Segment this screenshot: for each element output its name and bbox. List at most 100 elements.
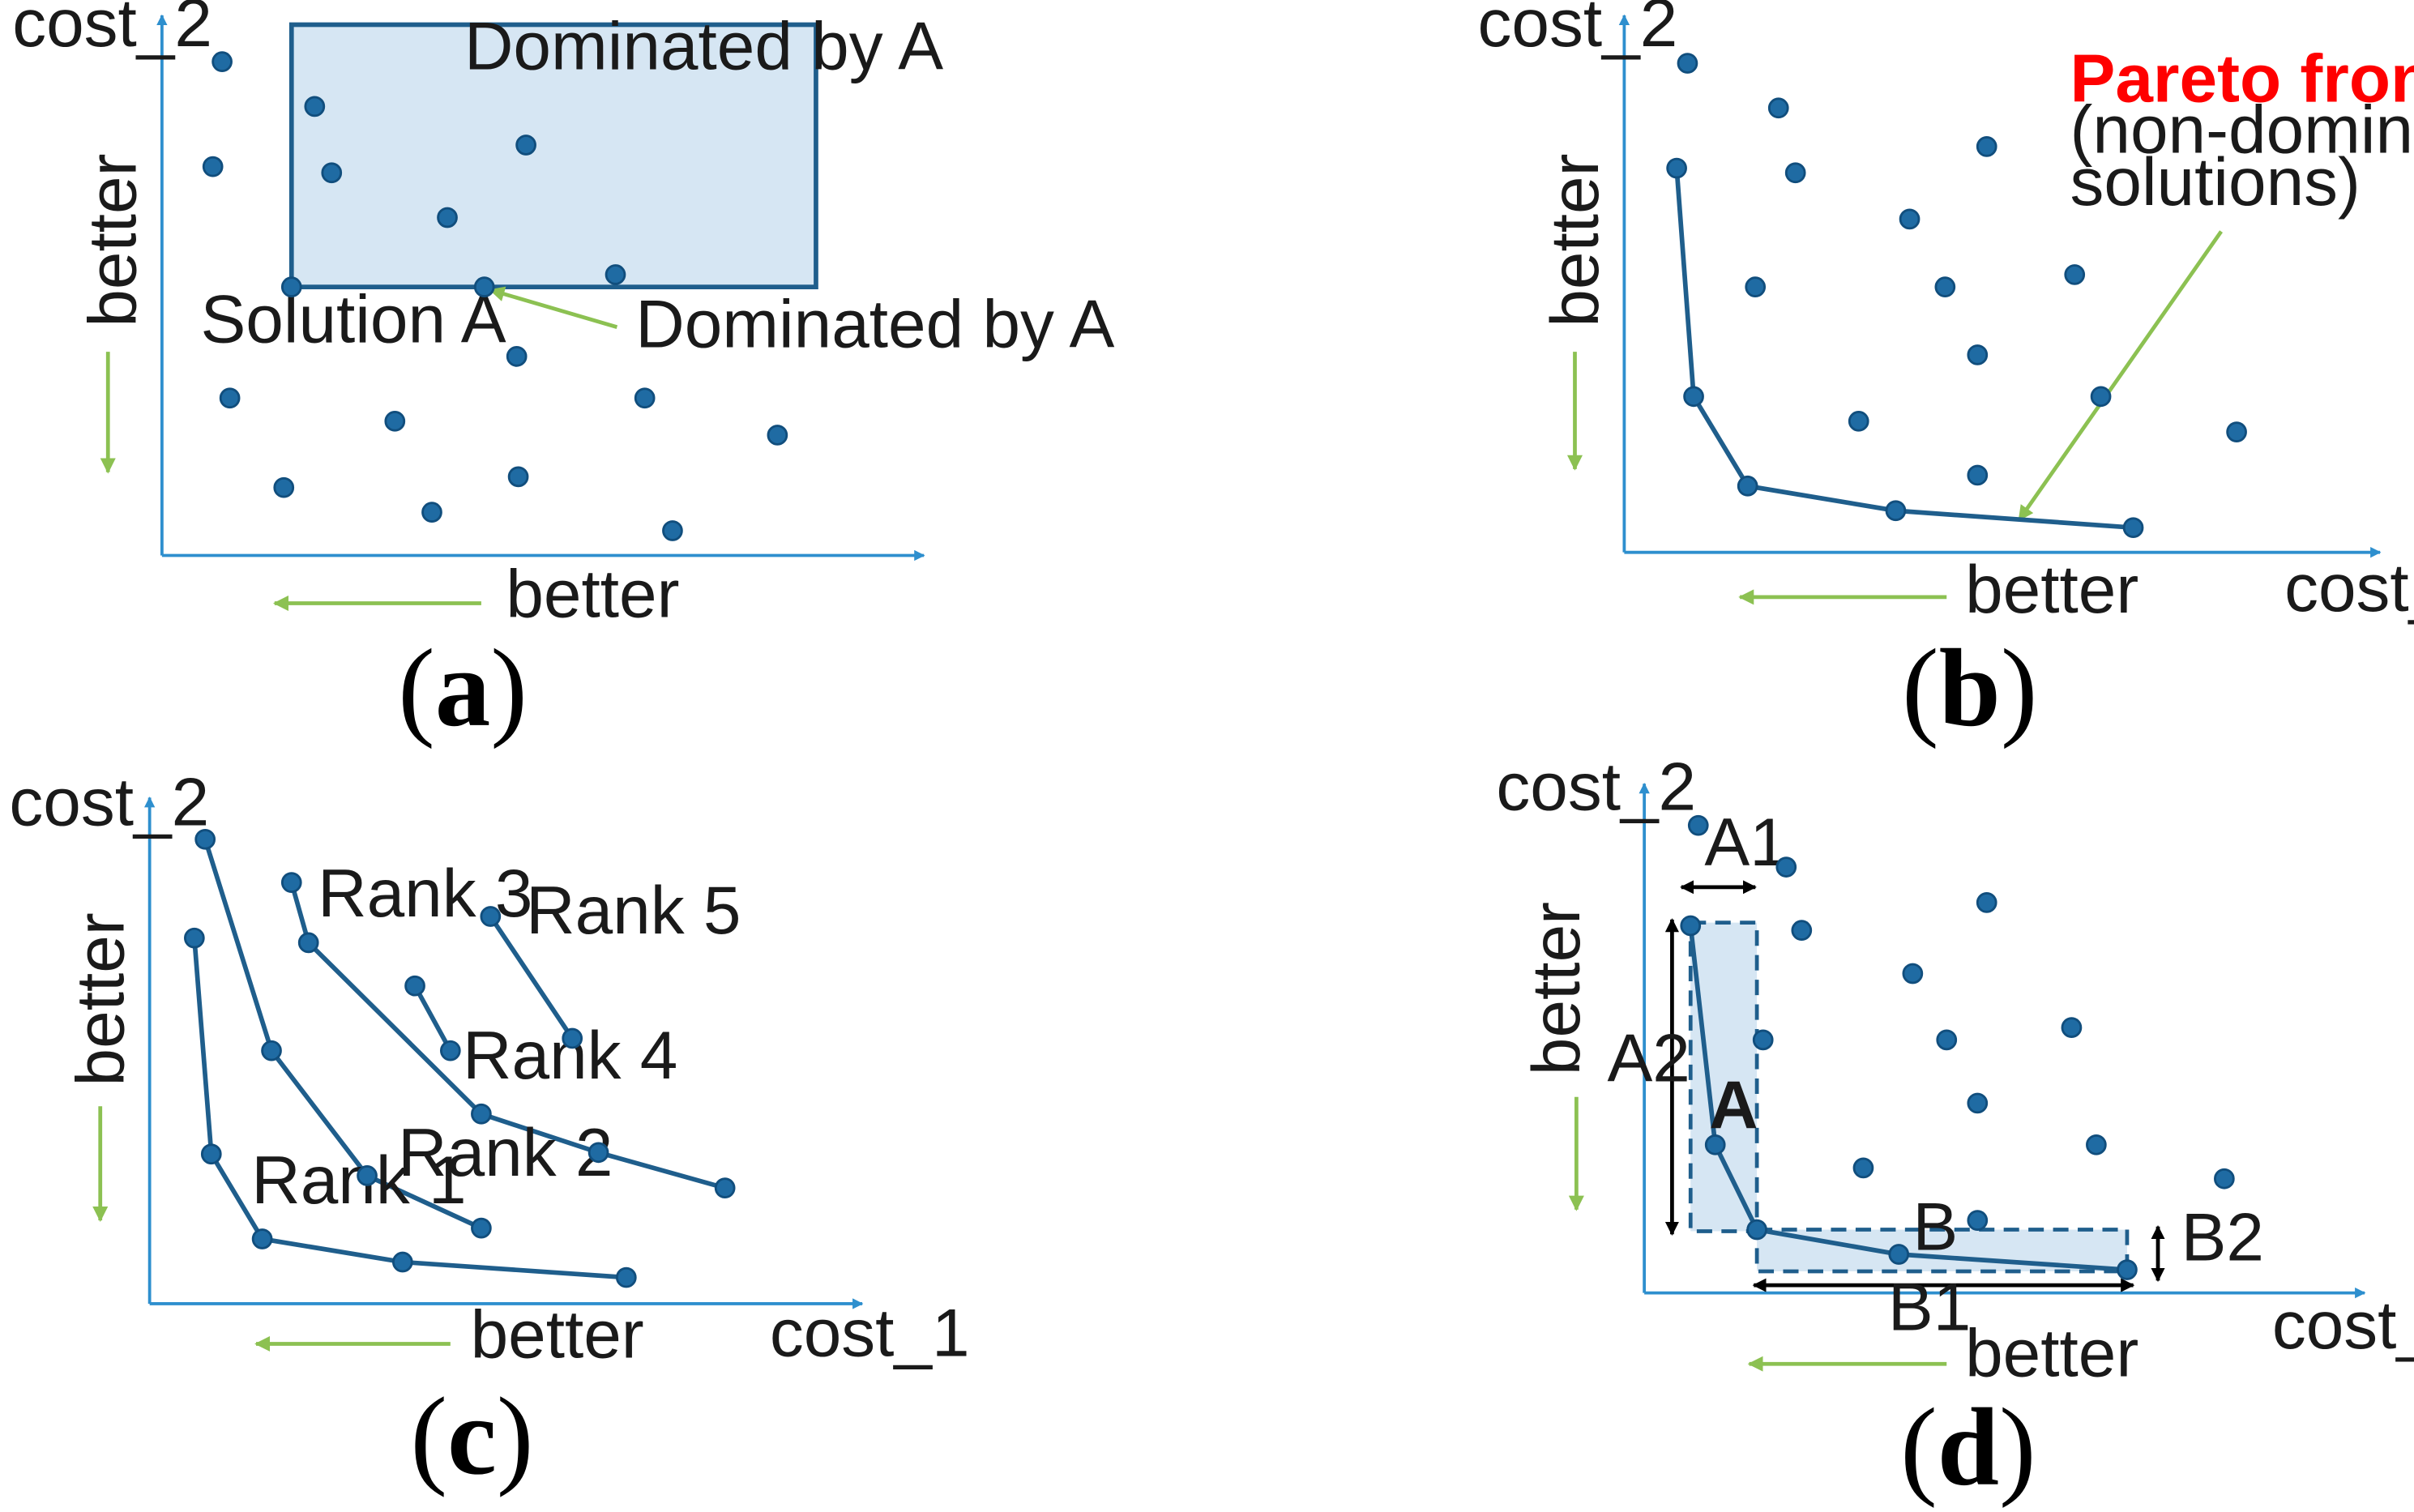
data-point xyxy=(404,975,425,997)
data-point xyxy=(251,1228,273,1249)
data-point xyxy=(1976,892,1997,913)
y-axis-label: cost_2 xyxy=(1478,0,1678,61)
data-point xyxy=(2090,386,2112,408)
data-point xyxy=(1767,97,1789,119)
data-point xyxy=(384,410,406,432)
rank-2-label: Rank 2 xyxy=(398,1114,613,1190)
panel-d: cost_2 cost_1 A1 A2 B1 B2 A B better bet… xyxy=(1496,749,2414,1509)
points xyxy=(1680,814,2235,1280)
dominated-region xyxy=(288,22,818,290)
x-better-label: better xyxy=(506,556,679,632)
solution-b-point xyxy=(1888,1244,1910,1265)
data-point xyxy=(357,1165,378,1186)
y-better-label: better xyxy=(1536,153,1613,327)
data-point xyxy=(1936,1029,1958,1051)
data-point xyxy=(1745,276,1767,298)
data-point xyxy=(1687,814,1709,836)
data-point xyxy=(507,466,529,488)
data-point xyxy=(261,1040,282,1061)
y-better-label: better xyxy=(1518,902,1594,1075)
dim-b1-label: B1 xyxy=(1888,1268,1971,1344)
data-point xyxy=(304,96,326,117)
points xyxy=(1666,53,2247,539)
x-axis-label: cost_1 xyxy=(2272,1287,2414,1363)
data-point xyxy=(1967,464,1989,486)
dim-b2-label: B2 xyxy=(2181,1199,2264,1275)
data-point xyxy=(439,1040,461,1061)
dim-a2-label: A2 xyxy=(1607,1020,1690,1096)
data-point xyxy=(515,135,536,156)
data-point xyxy=(1784,162,1806,184)
data-point xyxy=(615,1266,637,1288)
data-point xyxy=(2061,1017,2083,1038)
rank-4-front xyxy=(412,985,453,1053)
data-point xyxy=(2226,421,2247,442)
data-point xyxy=(321,162,343,184)
dominated-point-label: Dominated by A xyxy=(635,285,1114,361)
caption-b: (b) xyxy=(1902,626,2038,750)
pareto-front-subtitle: solutions) xyxy=(2070,143,2361,220)
data-point xyxy=(437,207,458,229)
data-point xyxy=(1934,276,1956,298)
data-point xyxy=(714,1177,736,1198)
pareto-front-title: Pareto front xyxy=(2070,41,2414,117)
y-axis-label: cost_2 xyxy=(9,764,209,840)
caption-c: (c) xyxy=(410,1374,533,1497)
data-point xyxy=(297,932,319,954)
pareto-point xyxy=(2122,517,2144,539)
data-point xyxy=(1848,410,1869,432)
dim-a1-label: A1 xyxy=(1704,804,1787,880)
point-a-label: A xyxy=(1709,1066,1758,1143)
pareto-point xyxy=(1885,500,1907,522)
y-better-label: better xyxy=(75,153,151,327)
panel-a: cost_2 Dominated by A Solution A Dominat… xyxy=(12,0,1114,750)
region-a xyxy=(1688,920,1759,1233)
pareto-front-subtitle: (non-dominated xyxy=(2070,91,2414,167)
dominated-point xyxy=(473,276,495,298)
rank-2-front xyxy=(203,838,483,1231)
data-point xyxy=(480,906,502,927)
panel-b: cost_2 cost_1 Pareto front (non-dominate… xyxy=(1478,0,2414,750)
data-point xyxy=(200,1143,222,1165)
panel-c: cost_2 cost_1 Rank 1 Rank 2 Rank 3 Rank … xyxy=(9,764,969,1498)
data-point xyxy=(1967,344,1989,365)
solution-a-label: Solution A xyxy=(200,281,506,357)
pareto-pointer-arrow xyxy=(2017,230,2224,522)
data-point xyxy=(471,1217,492,1239)
data-point xyxy=(2064,264,2086,285)
caption-a: (a) xyxy=(398,626,528,750)
rank-5-label: Rank 5 xyxy=(526,872,741,948)
data-point xyxy=(1902,963,1924,985)
rank-3-label: Rank 3 xyxy=(318,855,532,931)
data-point xyxy=(194,828,216,850)
data-point xyxy=(662,520,683,541)
data-point xyxy=(605,264,626,285)
region-label: Dominated by A xyxy=(464,8,943,84)
data-point xyxy=(2086,1134,2107,1155)
x-better-label: better xyxy=(1965,1314,2138,1390)
data-point xyxy=(273,476,295,498)
data-point xyxy=(2214,1168,2235,1190)
solution-a-point xyxy=(1704,1134,1726,1155)
pareto-point xyxy=(2117,1259,2138,1280)
data-point xyxy=(1967,1092,1989,1114)
data-point xyxy=(211,51,233,73)
y-axis-label: cost_2 xyxy=(12,0,212,61)
x-axis-label: cost_1 xyxy=(2284,549,2414,626)
data-point xyxy=(471,1103,492,1125)
pareto-point xyxy=(1746,1219,1767,1241)
point-b-label: B xyxy=(1912,1188,1958,1264)
data-point xyxy=(1852,1157,1874,1179)
data-point xyxy=(587,1142,609,1164)
dominated-pointer-arrow xyxy=(489,286,618,329)
data-point xyxy=(1677,53,1698,74)
pareto-point xyxy=(1666,157,1687,179)
pareto-point xyxy=(1680,915,1702,937)
data-point xyxy=(421,502,442,523)
data-point xyxy=(506,345,528,367)
data-point xyxy=(1791,920,1813,942)
rank-5-front xyxy=(488,915,575,1040)
data-point xyxy=(1752,1029,1774,1051)
y-axis-label: cost_2 xyxy=(1496,749,1696,825)
